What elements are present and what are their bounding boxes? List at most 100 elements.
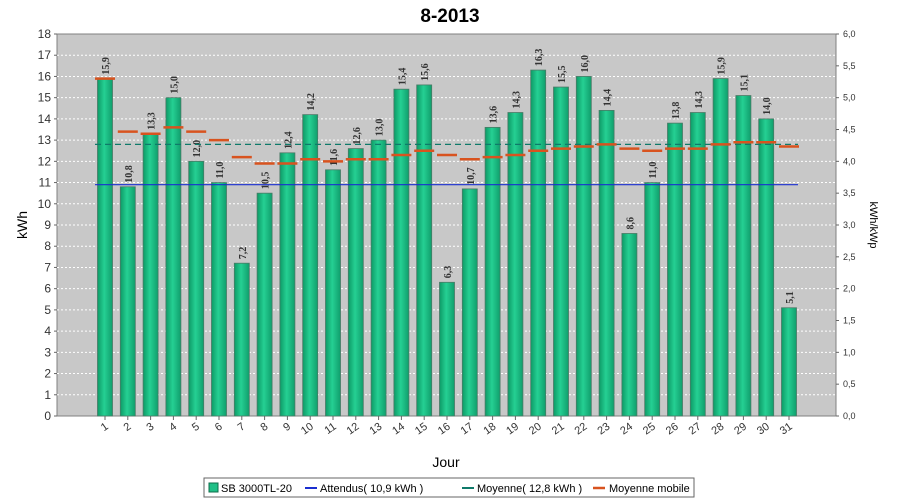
y2-tick-label: 3,0 [843,220,856,230]
bar-value-label: 8,6 [625,217,636,230]
x-tick-label: 16 [436,421,453,438]
bar-value-label: 13,3 [147,112,158,130]
x-tick-label: 1 [99,421,111,434]
bar [279,152,296,417]
y-tick-label: 4 [44,324,51,338]
x-tick-label: 12 [345,421,362,438]
bar-value-label: 12,6 [352,127,363,145]
x-tick-label: 11 [322,421,338,437]
bar [575,76,592,417]
y2-tick-label: 3,5 [843,188,856,198]
bar-value-label: 12,0 [192,140,203,158]
x-tick-label: 17 [459,421,476,438]
legend-label: Moyenne mobile [609,483,690,495]
bar-value-label: 15,6 [420,63,431,81]
x-tick-label: 7 [236,421,248,434]
bar-value-label: 11,6 [329,149,340,166]
x-tick-label: 13 [367,421,384,438]
bar-value-label: 10,8 [124,165,135,183]
y-tick-label: 5 [44,303,51,317]
y-tick-label: 7 [44,260,51,274]
bar [484,126,501,417]
x-tick-label: 3 [144,421,156,434]
bar-value-label: 10,5 [261,172,272,190]
y2-tick-label: 6,0 [843,29,856,39]
bar [598,110,615,417]
y-tick-label: 2 [44,367,51,381]
y2-tick-label: 0,5 [843,379,856,389]
y2-tick-label: 2,0 [843,284,856,294]
y-tick-label: 0 [44,409,51,423]
x-tick-label: 27 [687,421,704,438]
bar-value-label: 6,3 [443,266,454,279]
y-tick-label: 12 [38,154,52,168]
x-tick-label: 5 [190,421,202,434]
bar-value-label: 15,1 [739,74,750,92]
chart-title: 8-2013 [420,6,479,27]
bar-value-label: 12,4 [283,131,294,149]
y2-tick-label: 1,0 [843,347,856,357]
bar [165,97,182,417]
y-axis-label: kWh [14,211,30,239]
y-tick-label: 11 [39,176,52,190]
x-tick-label: 25 [641,421,658,438]
bar [119,186,136,417]
bar-value-label: 5,1 [785,291,796,304]
x-tick-label: 6 [213,421,225,434]
bar [256,192,273,417]
bar-value-label: 15,9 [101,57,112,75]
bar [211,182,227,417]
x-tick-label: 20 [527,421,544,438]
bar-value-label: 13,6 [489,106,500,124]
bar [758,118,775,417]
bar [416,84,433,417]
legend-swatch-bar [208,482,219,493]
y-tick-label: 9 [44,218,51,232]
x-tick-label: 9 [281,421,293,434]
x-tick-label: 31 [778,421,795,438]
y-tick-label: 10 [38,197,52,211]
bar-value-label: 13,0 [375,119,386,137]
y-tick-label: 16 [38,69,52,83]
bar [188,160,205,417]
bar [97,78,113,417]
bar-value-label: 15,4 [397,68,408,86]
bar-value-label: 7,2 [238,247,249,260]
bar [735,95,752,417]
x-tick-label: 4 [167,421,179,434]
bar [370,139,387,417]
bar [530,69,547,417]
y-tick-label: 13 [38,133,52,147]
bar-value-label: 10,7 [466,167,477,185]
y-tick-label: 14 [38,112,52,126]
y2-tick-label: 5,5 [843,61,856,71]
x-tick-label: 10 [299,421,316,438]
bar-value-label: 11,0 [648,162,659,179]
bar [461,188,478,417]
bar [439,281,455,417]
bar [712,78,729,417]
bar [142,133,159,417]
bar-value-label: 15,9 [717,57,728,75]
x-tick-label: 18 [481,421,498,438]
bar-value-label: 13,8 [671,102,682,120]
y2-tick-label: 4,5 [843,125,856,135]
bar [553,86,569,417]
x-axis-label: Jour [432,454,460,470]
x-tick-label: 19 [504,421,521,438]
bar [347,148,364,417]
bar-value-label: 14,4 [603,89,614,107]
x-tick-label: 24 [618,421,635,438]
y-tick-label: 8 [44,239,51,253]
y2-axis-label: kWh/kWp [867,201,879,248]
y-tick-label: 3 [44,345,51,359]
x-tick-label: 23 [595,421,612,438]
x-tick-label: 22 [573,421,590,438]
y2-tick-label: 2,5 [843,252,856,262]
bar [393,88,410,417]
x-tick-label: 15 [413,421,430,438]
y-tick-label: 6 [44,282,51,296]
bar-value-label: 16,3 [534,49,545,67]
y-tick-label: 1 [44,388,51,402]
